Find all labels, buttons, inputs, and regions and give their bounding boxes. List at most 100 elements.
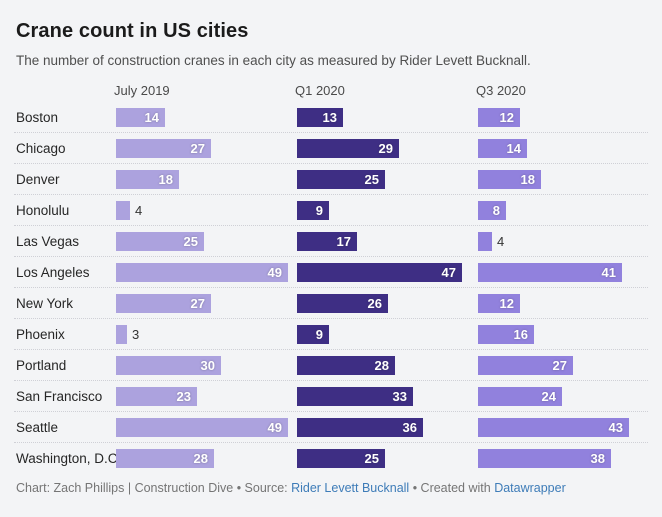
bar-value-label: 23 — [176, 388, 191, 404]
bar-value-label: 9 — [315, 202, 323, 218]
bar-value-label: 3 — [132, 326, 140, 342]
bar-value-label: 24 — [541, 388, 556, 404]
city-label: Washington, D.C. — [16, 451, 122, 466]
column-header-july-2019: July 2019 — [114, 82, 170, 98]
bar-value-label: 36 — [402, 419, 417, 435]
bar-value-label: 12 — [499, 109, 514, 125]
bar: 27 — [116, 293, 211, 313]
bar: 12 — [478, 107, 520, 127]
bar: 25 — [297, 449, 385, 468]
bar-value-label: 12 — [499, 295, 514, 311]
bar: 13 — [297, 107, 343, 127]
column-header-row: July 2019 Q1 2020 Q3 2020 — [14, 81, 648, 99]
bar: 30 — [116, 355, 221, 375]
bar-cell-q3-2020: 27 — [478, 355, 659, 375]
footer-byline: Chart: Zach Phillips | Construction Dive… — [16, 481, 292, 495]
chart-row: Honolulu 4 9 8 — [14, 195, 648, 226]
chart-row: Las Vegas 25 17 4 — [14, 226, 648, 257]
bar-value-label: 18 — [520, 171, 535, 187]
bar: 27 — [116, 138, 211, 158]
bar: 49 — [116, 262, 288, 282]
bar-cell-q1-2020: 26 — [297, 293, 478, 313]
bar-value-label: 4 — [497, 233, 505, 249]
bar-value-label: 27 — [552, 357, 567, 373]
bar: 28 — [297, 355, 395, 375]
bar-value-label: 9 — [315, 326, 323, 342]
chart-title: Crane count in US cities — [16, 20, 249, 42]
bar-cell-q1-2020: 25 — [297, 169, 478, 189]
city-label: New York — [16, 295, 74, 311]
bar-value-label: 25 — [364, 171, 379, 187]
bar-cell-july-2019: 49 — [116, 262, 297, 282]
bar-cell-q1-2020: 17 — [297, 231, 478, 251]
city-label: Portland — [16, 357, 67, 373]
bar: 41 — [478, 262, 622, 282]
bar: 25 — [297, 169, 385, 189]
bar-cell-july-2019: 23 — [116, 386, 297, 406]
bar-value-label: 27 — [190, 295, 205, 311]
bar-value-label: 27 — [190, 140, 205, 156]
bar-cell-q3-2020: 8 — [478, 200, 659, 220]
bar-cell-q1-2020: 9 — [297, 324, 478, 344]
bar-chart: July 2019 Q1 2020 Q3 2020 Boston 14 13 12 Ch… — [14, 81, 648, 474]
bar-cell-q1-2020: 29 — [297, 138, 478, 158]
datawrapper-link[interactable]: Datawrapper — [494, 481, 566, 495]
city-label: San Francisco — [16, 388, 103, 404]
chart-row: San Francisco 23 33 24 — [14, 381, 648, 412]
bar: 18 — [478, 169, 541, 189]
city-label: Los Angeles — [16, 264, 90, 280]
bar: 24 — [478, 386, 562, 406]
column-header-q3-2020: Q3 2020 — [476, 82, 526, 98]
attribution-footer: Chart: Zach Phillips | Construction Dive… — [16, 481, 566, 495]
bar-cell-q3-2020: 12 — [478, 107, 659, 127]
bar-value-label: 26 — [367, 295, 382, 311]
bar: 18 — [116, 169, 179, 189]
bar-cell-q1-2020: 13 — [297, 107, 478, 127]
bar-cell-q1-2020: 47 — [297, 262, 478, 282]
bar-cell-july-2019: 18 — [116, 169, 297, 189]
chart-row: Seattle 49 36 43 — [14, 412, 648, 443]
bar-cell-july-2019: 27 — [116, 138, 297, 158]
bar-cell-q1-2020: 33 — [297, 386, 478, 406]
chart-row: Phoenix 3 9 16 — [14, 319, 648, 350]
bar-cell-q3-2020: 43 — [478, 417, 659, 437]
bar-value-label: 33 — [392, 388, 407, 404]
bar-value-label: 25 — [183, 233, 198, 249]
source-link[interactable]: Rider Levett Bucknall — [291, 481, 410, 495]
bar-value-label: 47 — [441, 264, 456, 280]
bar-cell-q3-2020: 14 — [478, 138, 659, 158]
bar: 29 — [297, 138, 399, 158]
bar-value-label: 28 — [193, 451, 208, 466]
bar-cell-q1-2020: 28 — [297, 355, 478, 375]
chart-row: Boston 14 13 12 — [14, 102, 648, 133]
chart-rows: Boston 14 13 12 Chicago 27 29 14 Denver 18 25 18 Hon… — [14, 102, 648, 474]
bar-cell-july-2019: 49 — [116, 417, 297, 437]
bar: 14 — [116, 107, 165, 127]
bar-value-label: 29 — [378, 140, 393, 156]
bar-cell-july-2019: 4 — [116, 200, 297, 220]
bar: 9 — [297, 200, 329, 220]
bar-cell-july-2019: 3 — [116, 324, 297, 344]
bar: 23 — [116, 386, 197, 406]
chart-row: Washington, D.C. 28 25 38 — [14, 443, 648, 474]
bar: 27 — [478, 355, 573, 375]
bar-value-label: 8 — [492, 202, 500, 218]
city-label: Las Vegas — [16, 233, 80, 249]
bar-cell-q3-2020: 12 — [478, 293, 659, 313]
city-label: Boston — [16, 109, 59, 125]
bar-value-label: 16 — [513, 326, 528, 342]
bar-value-label: 14 — [144, 109, 159, 125]
bar: 43 — [478, 417, 629, 437]
bar-value-label: 43 — [608, 419, 623, 435]
bar-value-label: 13 — [322, 109, 337, 125]
city-label: Seattle — [16, 419, 59, 435]
bar — [478, 231, 492, 251]
city-label: Denver — [16, 171, 60, 187]
chart-row: Chicago 27 29 14 — [14, 133, 648, 164]
chart-subtitle: The number of construction cranes in eac… — [16, 53, 531, 68]
chart-row: Los Angeles 49 47 41 — [14, 257, 648, 288]
bar-value-label: 25 — [364, 451, 379, 466]
bar-cell-q3-2020: 41 — [478, 262, 659, 282]
bar-cell-q3-2020: 24 — [478, 386, 659, 406]
bar: 8 — [478, 200, 506, 220]
